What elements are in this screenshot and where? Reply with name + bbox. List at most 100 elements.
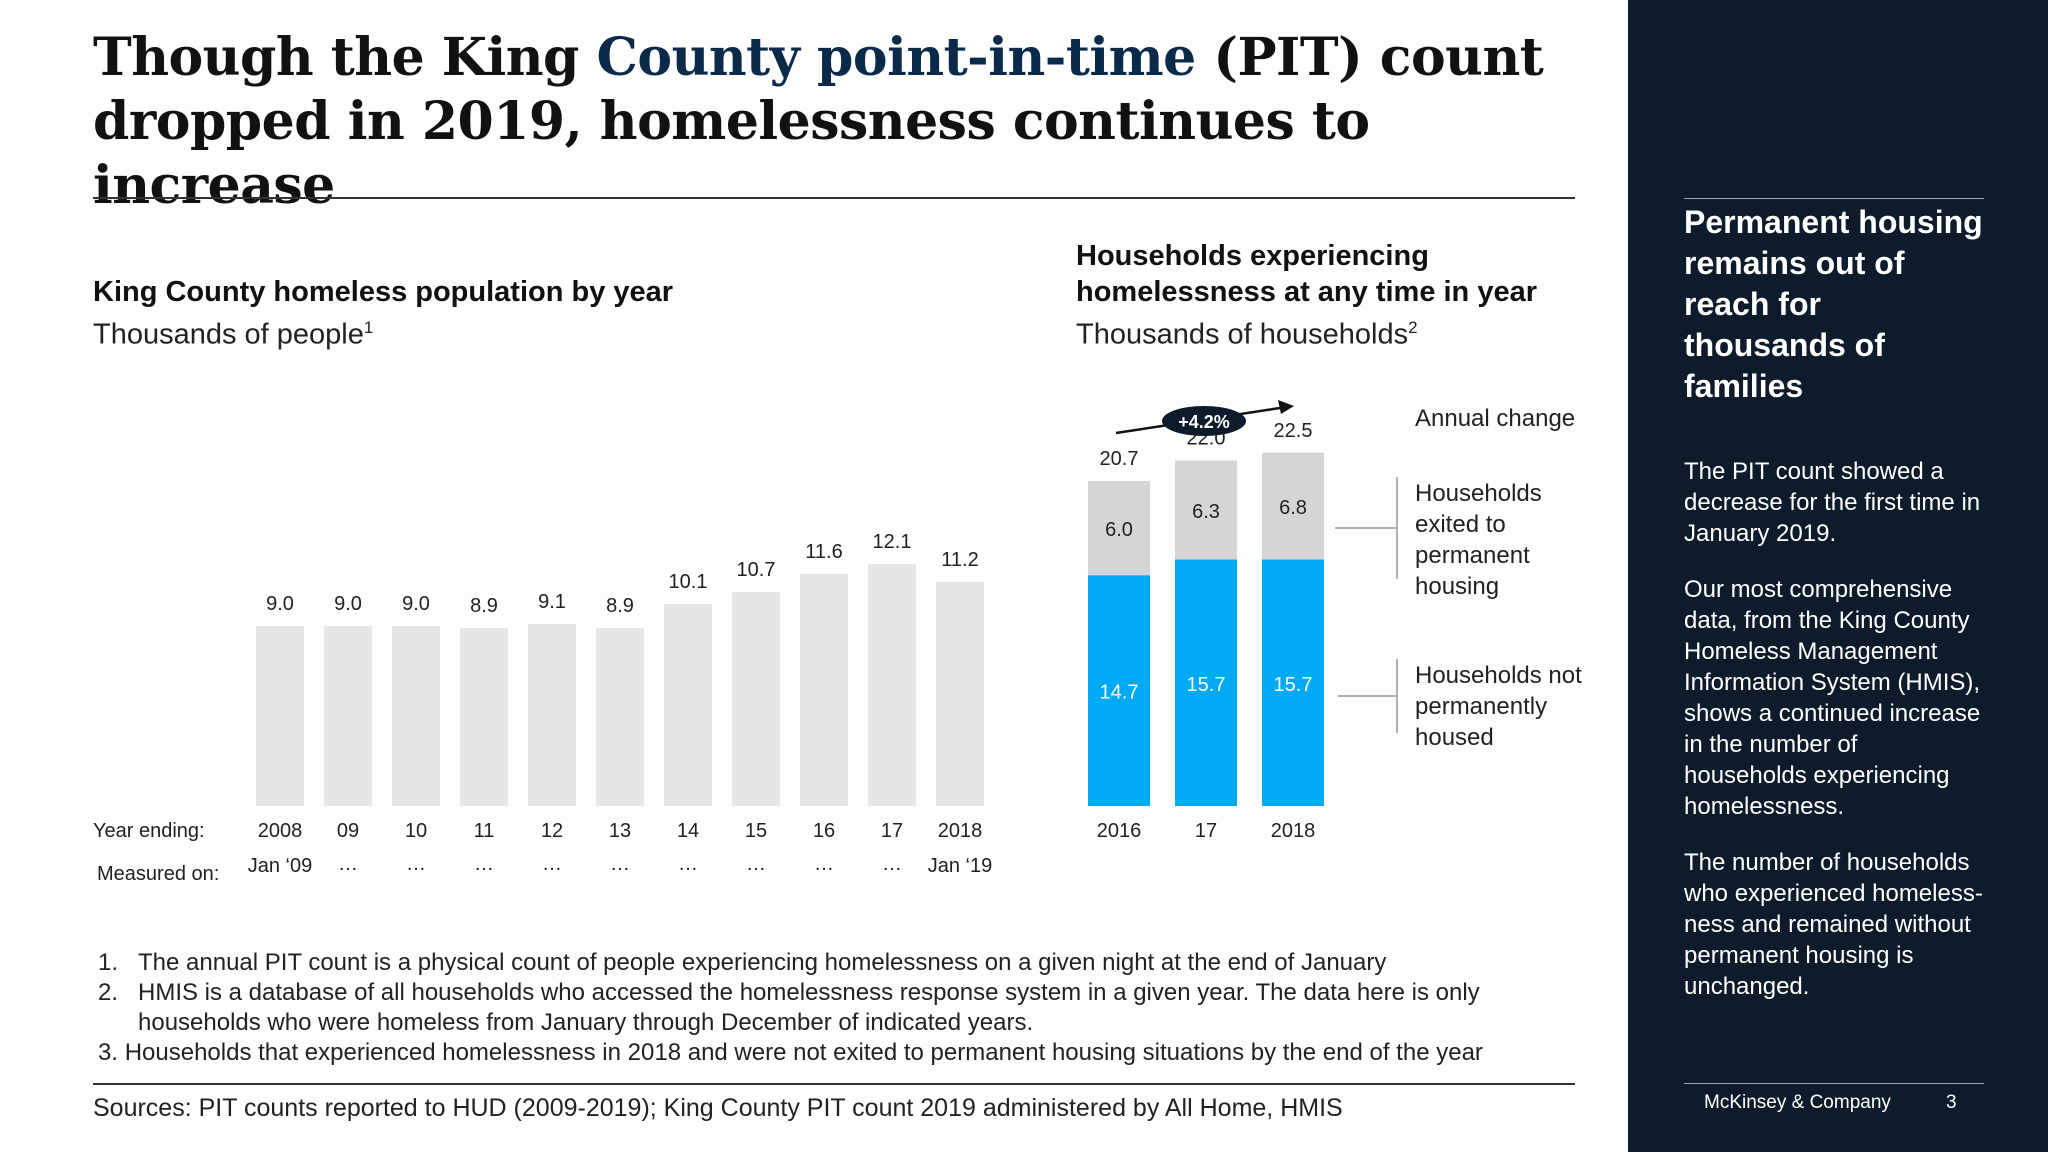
bar-2008 [256,626,304,806]
segment-label-not-housed: 15.7 [1187,674,1226,696]
x-tick-label: 14 [677,820,699,842]
measured-on-label: … [678,853,698,875]
left-bar-chart: 9.0 2008 Jan ‘09 9.0 09 … 9.0 10 … 8.9 11 … 9.1 12 … 8.… [93,531,992,885]
measured-on-label: … [610,853,630,875]
bar-value-label: 8.9 [606,595,634,617]
right-chart-title-line1: Households experiencing [1076,240,1429,272]
x-tick-label: 15 [745,820,767,842]
footnotes: 1. The annual PIT count is a physical cou… [98,948,1578,1068]
right-chart-subtitle: Thousands of households2 [1076,310,1418,353]
footnote-3-number: 3. [98,1039,119,1066]
segment-label-exited: 6.0 [1105,519,1133,541]
legend-exited-line: Households [1415,480,1542,507]
sidebar-paragraph-1: The PIT count showed a decrease for the … [1684,458,1981,547]
x-tick-label: 2008 [258,820,303,842]
bar-value-label: 9.0 [266,593,294,615]
right-chart-subtitle-text: Thousands of households [1076,318,1409,351]
sidebar: Permanent housing remains out of reach f… [1628,0,2048,1152]
legend-exited-line: permanent [1415,542,1530,569]
legend-not-housed-line: Households not [1415,662,1582,689]
x-tick-label: 09 [337,820,359,842]
title-highlight: County point-in-time [596,27,1197,88]
measured-on-label: … [882,853,902,875]
bar-12 [528,624,576,806]
measured-on-label: … [338,853,358,875]
bar-value-label: 9.0 [402,593,430,615]
bar-14 [664,604,712,806]
footnote-1-text: The annual PIT count is a physical count… [138,949,1387,976]
x-tick-label: 10 [405,820,427,842]
legend-not-housed-line: permanently [1415,693,1547,720]
page-title: Though the King County point-in-time (PI… [93,26,1593,218]
legend-bracket-not-housed [1338,659,1398,733]
bar-value-label: 11.2 [941,549,978,571]
x-tick-label: 11 [474,820,495,842]
x-tick-label: 2018 [938,820,983,842]
sidebar-body: The PIT count showed a decrease for the … [1684,456,1984,1027]
footnote-1: 1. The annual PIT count is a physical cou… [98,948,1578,978]
growth-arrow-head [1278,400,1294,414]
sources: Sources: PIT counts reported to HUD (200… [93,1094,1343,1122]
measured-on-row-label: Measured on: [97,863,219,885]
annual-change-label: Annual change [1415,405,1575,432]
bar-11 [460,628,508,806]
bar-value-label: 10.1 [669,571,708,593]
x-tick-label: 2018 [1271,820,1316,842]
x-tick-label: 2016 [1097,820,1142,842]
bar-10 [392,626,440,806]
x-tick-label: 17 [881,820,903,842]
title-divider [93,197,1575,199]
title-part1: Though the King [93,27,597,88]
bar-13 [596,628,644,806]
total-label: 22.5 [1274,420,1313,442]
annual-change-badge [1162,406,1246,436]
measured-on-label: … [474,853,494,875]
bar-exited-2018 [1262,452,1324,560]
brand-name: McKinsey & Company [1704,1092,1891,1113]
left-chart-title: King County homeless population by year [93,276,674,308]
measured-on-label: Jan ‘09 [248,855,313,877]
right-chart-title-line2: homelessness at any time in year [1076,276,1537,308]
legend-not-housed-line: housed [1415,724,1494,751]
segment-label-not-housed: 14.7 [1100,682,1139,704]
annual-change-value: +4.2% [1178,412,1230,432]
bar-exited-17 [1175,460,1237,560]
footnote-3: 3. Households that experienced homelessn… [98,1038,1578,1068]
x-tick-label: 12 [541,820,563,842]
measured-on-label: Jan ‘19 [928,855,993,877]
charts-canvas: 9.0 2008 Jan ‘09 9.0 09 … 9.0 10 … 8.9 11 … 9.1 12 … 8.… [93,400,1582,885]
bar-value-label: 11.6 [805,541,842,563]
bar-value-label: 8.9 [470,595,498,617]
left-chart-subtitle: Thousands of people1 [93,310,373,353]
sources-divider [93,1083,1575,1085]
sidebar-top-rule [1684,198,1984,199]
bar-exited-2016 [1088,481,1150,576]
measured-on-label: … [406,853,426,875]
legend-exited-line: housing [1415,573,1499,600]
legend-exited-line: exited to [1415,511,1506,538]
x-tick-label: 17 [1195,820,1217,842]
bar-value-label: 9.1 [538,591,566,613]
sidebar-paragraph-3: The number of households who experienced… [1684,849,1983,1000]
bar-not-housed-17 [1175,559,1237,806]
measured-on-label: … [542,853,562,875]
page-number: 3 [1946,1092,1957,1113]
left-chart-subtitle-text: Thousands of people [93,318,364,351]
bar-15 [732,592,780,806]
segment-label-exited: 6.8 [1279,497,1307,519]
right-stacked-bar-chart: 14.76.020.7201615.76.322.01715.76.822.52… [1088,400,1582,842]
x-tick-label: 16 [813,820,835,842]
footnote-2: 2. HMIS is a database of all households w… [98,978,1578,1038]
bar-2018 [936,582,984,806]
footnote-2-number: 2. [98,979,119,1006]
year-ending-label: Year ending: [93,820,205,842]
sidebar-paragraph-2: Our most comprehensive data, from the Ki… [1684,576,1981,820]
sidebar-heading: Permanent housing remains out of reach f… [1684,204,1983,404]
title-line2: dropped in 2019, homelessness continues … [93,91,1370,216]
x-tick-label: 13 [609,820,631,842]
segment-label-exited: 6.3 [1192,501,1220,523]
footnote-3-text: Households that experienced homelessness… [124,1039,1483,1066]
bar-16 [800,574,848,806]
title-part2: (PIT) count [1195,27,1544,88]
bar-value-label: 12.1 [873,531,912,553]
